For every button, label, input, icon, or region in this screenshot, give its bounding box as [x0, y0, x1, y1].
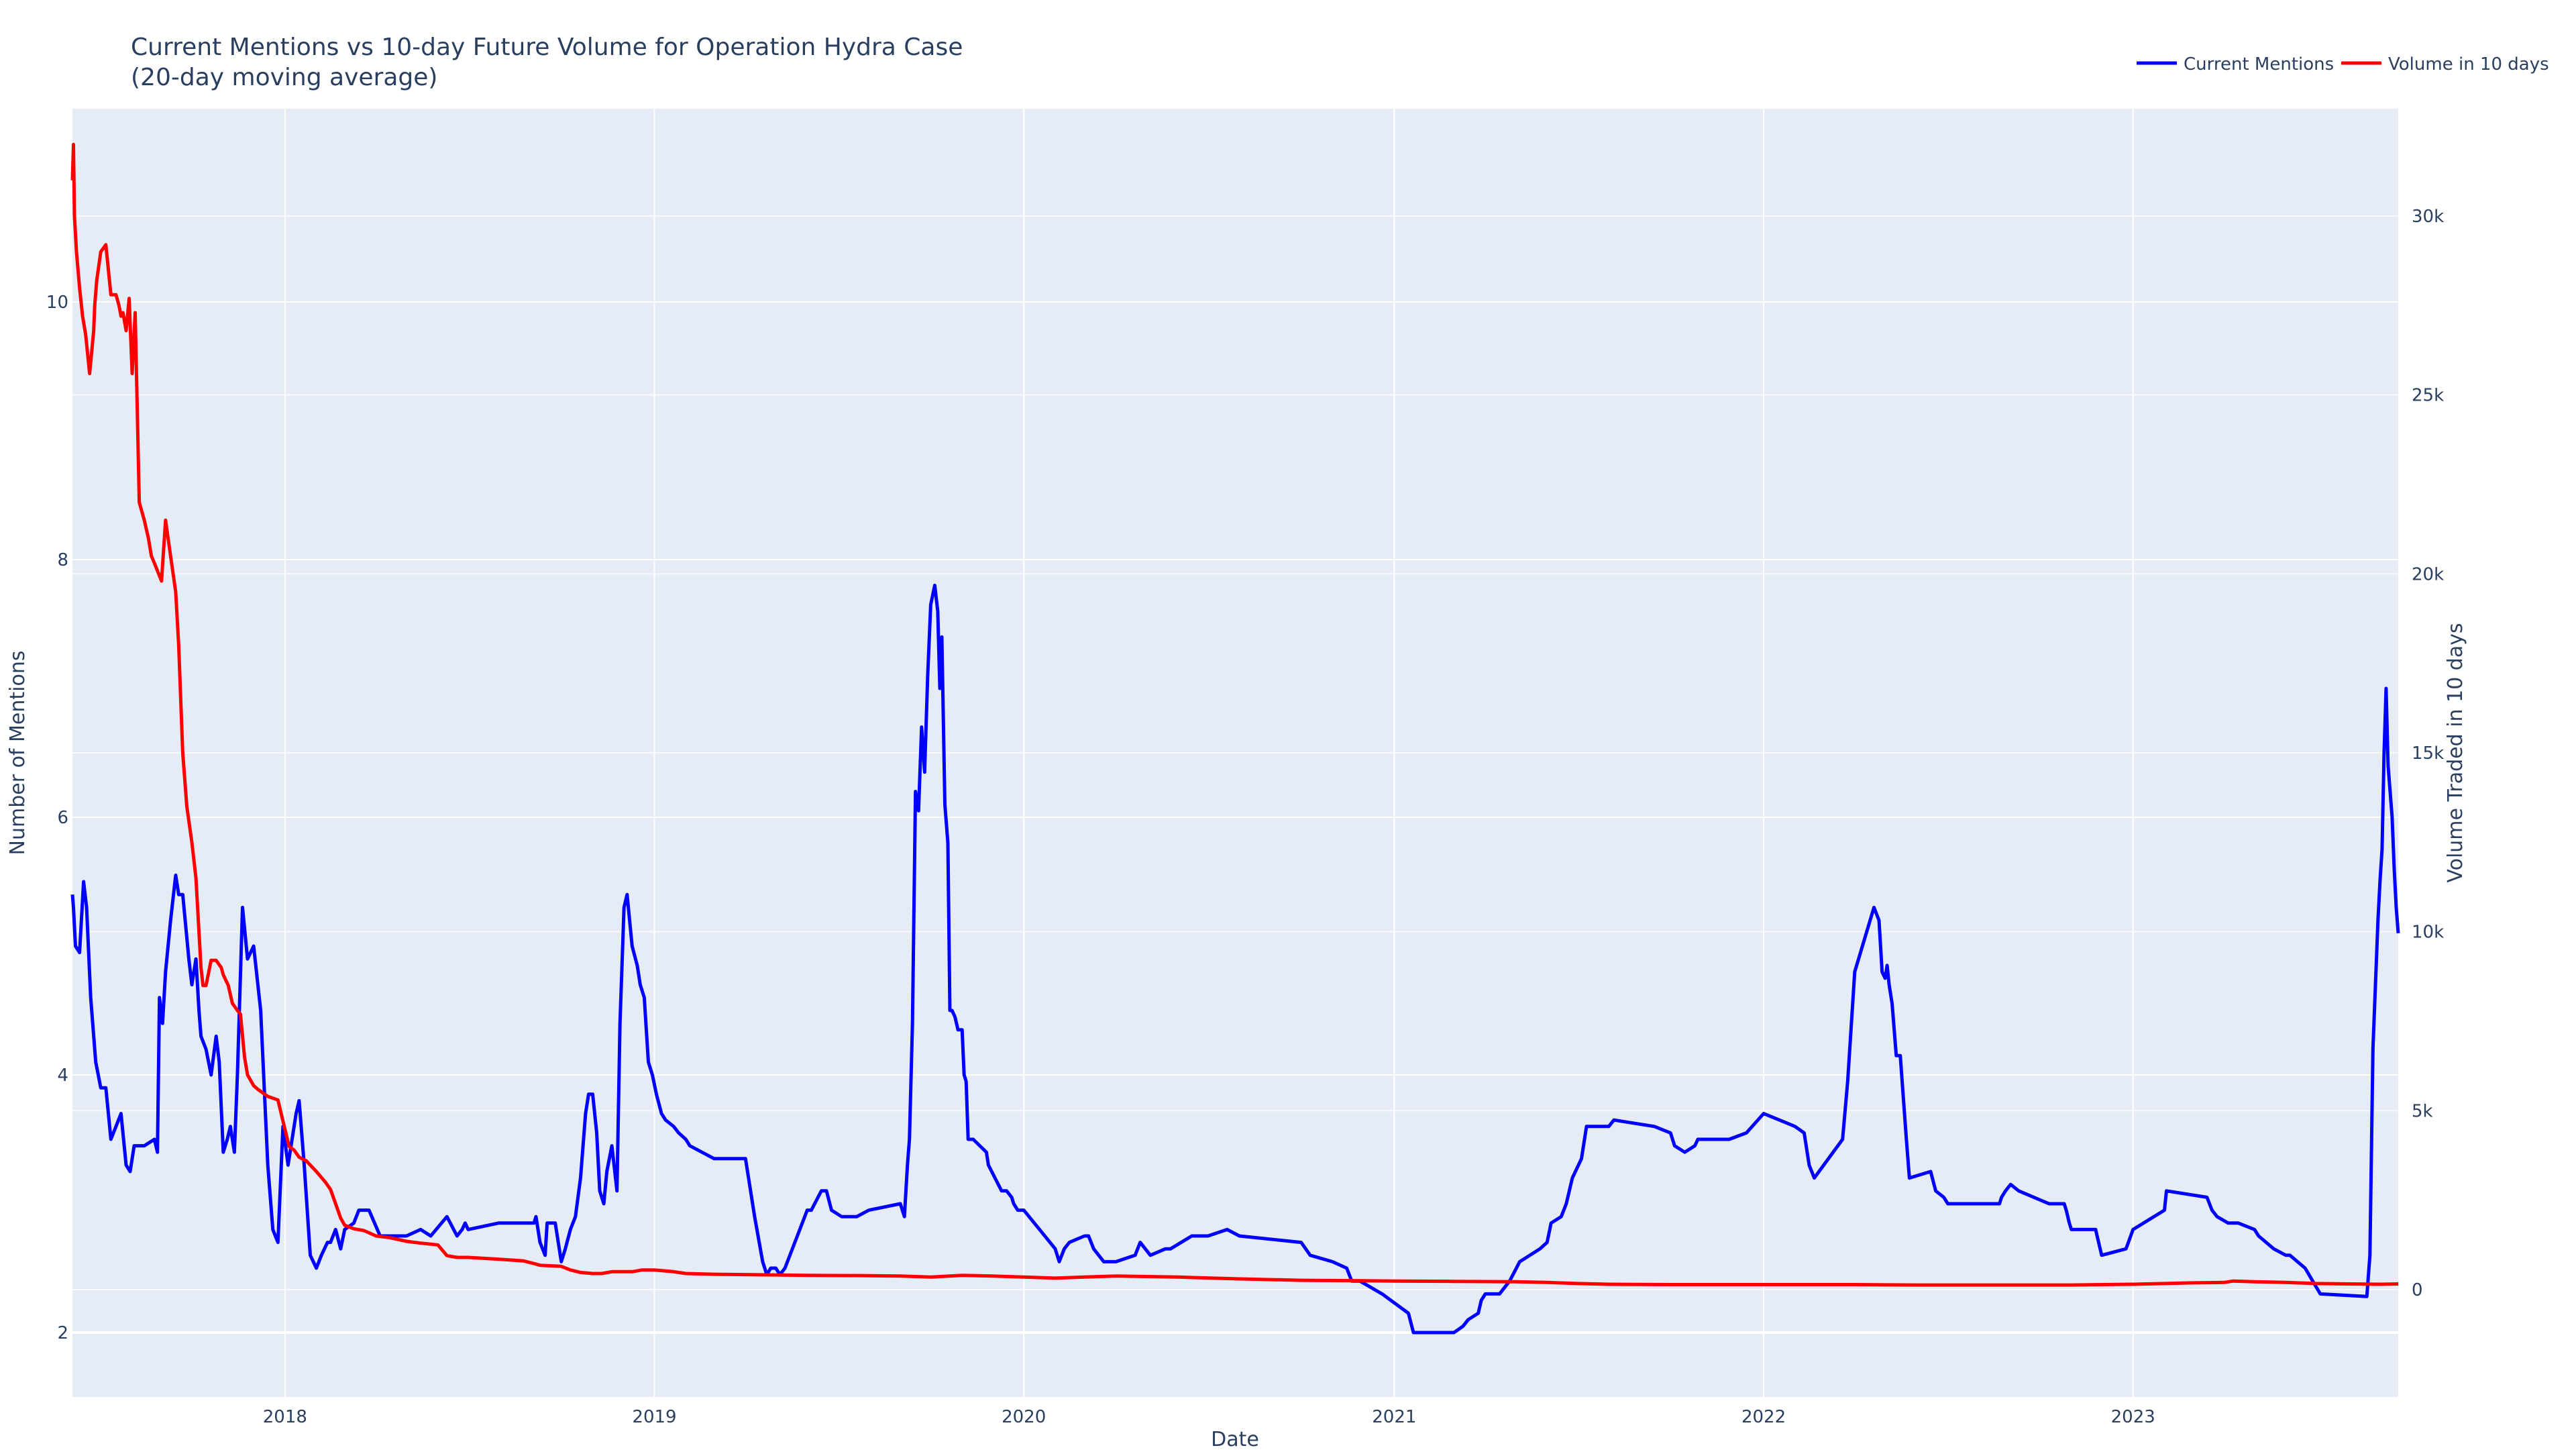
- y2-tick-label: 10k: [2412, 923, 2444, 943]
- series-line-current-mentions: [70, 583, 2400, 1335]
- legend[interactable]: Current Mentions Volume in 10 days: [2137, 54, 2549, 74]
- chart-title: Current Mentions vs 10-day Future Volume…: [131, 34, 963, 61]
- x-tick-label: 2023: [2111, 1407, 2155, 1427]
- grid-layer: [72, 109, 2398, 1397]
- x-tick-label: 2022: [1741, 1407, 1786, 1427]
- tick-layer: 2018 2019 2020 2021 2022 2023 2 4 6 8 10 0 5k 10k 15k 2…: [46, 207, 2444, 1427]
- y-tick-label: 6: [57, 808, 68, 828]
- x-tick-label: 2019: [632, 1407, 676, 1427]
- y-tick-label: 4: [57, 1066, 68, 1086]
- y2-tick-label: 25k: [2412, 386, 2444, 406]
- y-tick-label: 2: [57, 1323, 68, 1343]
- chart-subtitle: (20-day moving average): [131, 64, 437, 91]
- y-tick-label: 10: [46, 293, 68, 313]
- legend-label-current-mentions: Current Mentions: [2184, 54, 2334, 74]
- y2-tick-label: 30k: [2412, 207, 2444, 227]
- x-tick-label: 2021: [1372, 1407, 1416, 1427]
- x-tick-label: 2018: [263, 1407, 307, 1427]
- y2-tick-label: 5k: [2412, 1101, 2433, 1121]
- x-axis-label: Date: [1211, 1428, 1259, 1449]
- y2-tick-label: 0: [2412, 1280, 2423, 1300]
- x-tick-label: 2020: [1002, 1407, 1046, 1427]
- legend-label-volume: Volume in 10 days: [2388, 54, 2549, 74]
- y2-tick-label: 15k: [2412, 743, 2444, 764]
- y2-tick-label: 20k: [2412, 564, 2444, 584]
- y-tick-label: 8: [57, 550, 68, 570]
- series-line-volume: [70, 142, 2399, 1287]
- y-axis-label: Number of Mentions: [6, 651, 30, 855]
- y2-axis-label: Volume Traded in 10 days: [2444, 623, 2467, 882]
- series-layer: [70, 142, 2400, 1335]
